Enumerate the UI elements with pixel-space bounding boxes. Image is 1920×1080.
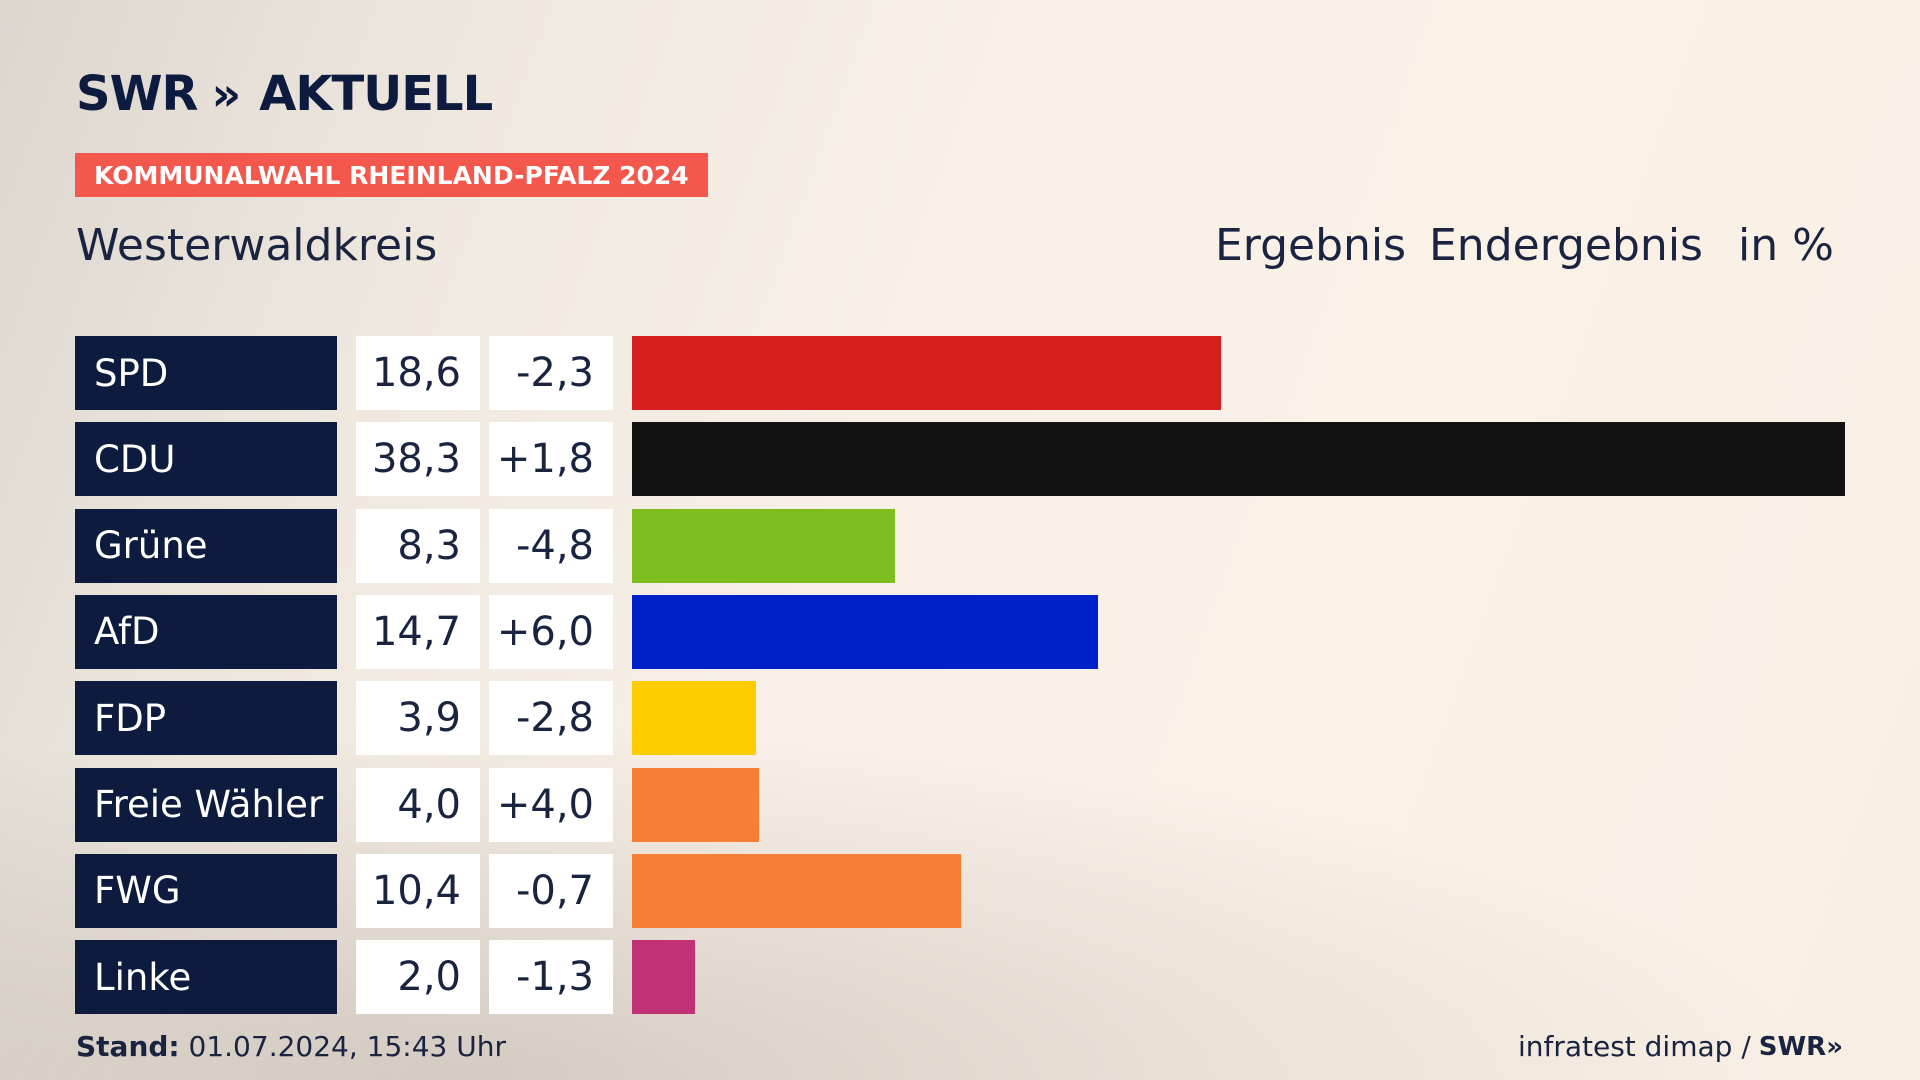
stand-label: Stand: [76,1030,180,1063]
result-row: FWG 10,4 -0,7 [0,853,1920,928]
result-value: 38,3 [356,422,480,497]
change-value: +6,0 [489,594,613,669]
result-bar [632,767,759,842]
result-bar [632,594,1098,669]
region-title: Westerwaldkreis [76,220,438,271]
header-result: Ergebnis [1215,220,1407,271]
result-value: 4,0 [356,767,480,842]
result-row: CDU 38,3 +1,8 [0,422,1920,497]
party-label: FDP [75,681,337,756]
logo-chevron-icon: » [211,67,240,121]
logo-aktuell-text: AKTUELL [259,66,493,122]
change-value: -1,3 [489,940,613,1015]
result-value: 14,7 [356,594,480,669]
change-value: +4,0 [489,767,613,842]
header-unit: in % [1738,220,1834,271]
result-row: Freie Wähler 4,0 +4,0 [0,767,1920,842]
result-bar [632,422,1845,497]
election-tag: KOMMUNALWAHL RHEINLAND-PFALZ 2024 [75,153,708,197]
change-value: +1,8 [489,422,613,497]
result-row: Linke 2,0 -1,3 [0,940,1920,1015]
result-value: 8,3 [356,508,480,583]
result-row: AfD 14,7 +6,0 [0,594,1920,669]
stand-info: Stand: 01.07.2024, 15:43 Uhr [76,1030,506,1063]
result-value: 3,9 [356,681,480,756]
result-row: SPD 18,6 -2,3 [0,336,1920,410]
party-label: AfD [75,594,337,669]
result-bar [632,336,1221,410]
result-value: 2,0 [356,940,480,1015]
party-label: FWG [75,853,337,928]
result-row: Grüne 8,3 -4,8 [0,508,1920,583]
header-status: Endergebnis [1429,220,1703,271]
logo-swr-text: SWR [76,66,198,122]
party-label: CDU [75,422,337,497]
result-value: 10,4 [356,853,480,928]
result-bar [632,508,895,583]
party-label: SPD [75,336,337,410]
change-value: -2,3 [489,336,613,410]
result-bar [632,853,961,928]
source-info: infratest dimap / SWR» [1518,1030,1843,1063]
swr-small-logo: SWR» [1758,1031,1843,1062]
result-value: 18,6 [356,336,480,410]
source-text: infratest dimap / [1517,1030,1751,1063]
stand-value: 01.07.2024, 15:43 Uhr [188,1030,506,1063]
party-label: Linke [75,940,337,1015]
change-value: -2,8 [489,681,613,756]
change-value: -0,7 [489,853,613,928]
change-value: -4,8 [489,508,613,583]
party-label: Grüne [75,508,337,583]
swr-aktuell-logo: SWR » AKTUELL [76,66,493,122]
result-bar [632,681,756,756]
party-label: Freie Wähler [75,767,337,842]
result-bar [632,940,695,1015]
result-row: FDP 3,9 -2,8 [0,681,1920,756]
